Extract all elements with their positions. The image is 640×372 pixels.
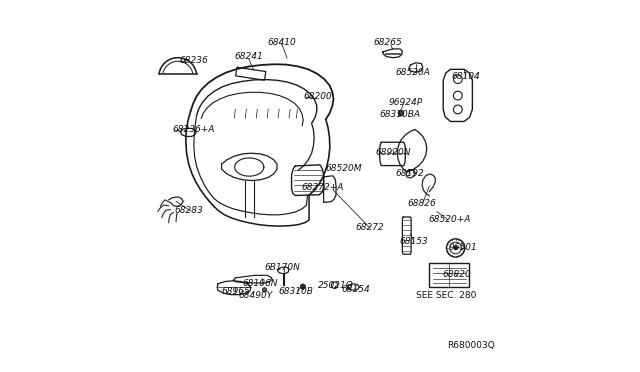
Text: 68820: 68820 [442, 270, 471, 279]
Text: 68920N: 68920N [375, 148, 411, 157]
Text: R680003Q: R680003Q [447, 341, 495, 350]
Circle shape [262, 288, 267, 292]
Text: 6B170N: 6B170N [265, 263, 301, 272]
Circle shape [300, 284, 305, 289]
Text: 25021Q: 25021Q [317, 280, 354, 290]
Text: 68272+A: 68272+A [301, 183, 344, 192]
Text: 68265: 68265 [374, 38, 403, 47]
Text: 68310B: 68310B [279, 287, 314, 296]
Polygon shape [236, 67, 266, 80]
Text: 68104: 68104 [451, 72, 480, 81]
Circle shape [398, 110, 404, 116]
Text: 68106N: 68106N [242, 279, 278, 288]
Text: 68283: 68283 [174, 206, 203, 215]
Text: 96501: 96501 [449, 244, 477, 253]
Text: 68153: 68153 [400, 237, 428, 246]
Text: 68826: 68826 [408, 199, 436, 208]
Text: 68236: 68236 [180, 56, 209, 65]
Text: 68241: 68241 [234, 52, 263, 61]
Text: 68192: 68192 [395, 169, 424, 178]
Circle shape [454, 246, 458, 250]
Text: 68520+A: 68520+A [428, 215, 470, 224]
Text: 68490Y: 68490Y [238, 291, 272, 300]
Polygon shape [429, 263, 470, 287]
Text: 68965: 68965 [221, 287, 250, 296]
Text: 68520M: 68520M [326, 164, 362, 173]
Text: SEE SEC. 280: SEE SEC. 280 [415, 291, 476, 300]
Text: 68272: 68272 [356, 223, 385, 232]
Text: 68154: 68154 [341, 285, 370, 294]
Text: 68520A: 68520A [396, 68, 431, 77]
Text: 96924P: 96924P [388, 98, 423, 107]
Text: 68310BA: 68310BA [379, 110, 420, 119]
Text: 68200: 68200 [303, 92, 332, 101]
Text: 68410: 68410 [268, 38, 296, 47]
Text: 68236+A: 68236+A [172, 125, 215, 134]
